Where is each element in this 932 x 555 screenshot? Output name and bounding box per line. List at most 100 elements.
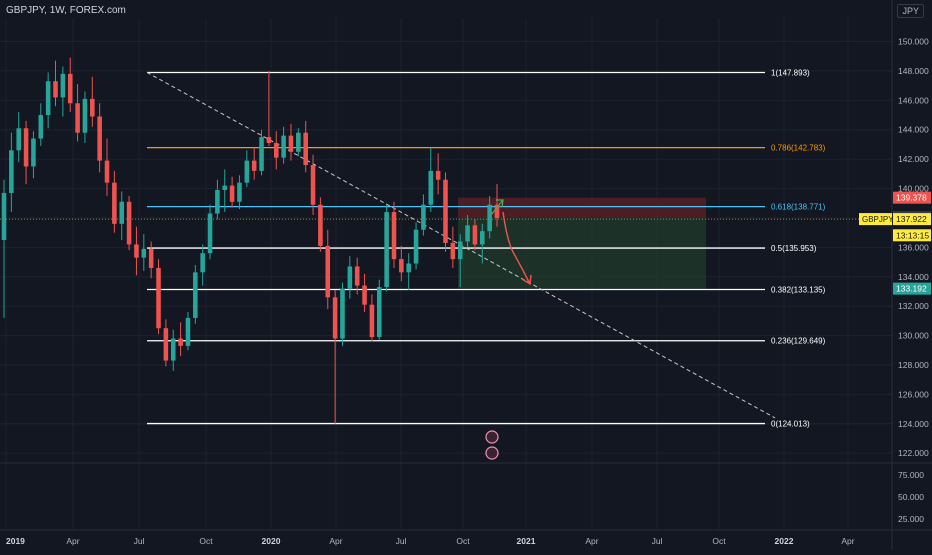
- candle-body: [200, 253, 205, 273]
- take-profit-zone: [458, 217, 706, 289]
- candle-body: [487, 204, 492, 232]
- y-tick-label-7: 136.000: [898, 242, 929, 252]
- candle-body: [325, 245, 331, 298]
- x-tick-label-2: Jul: [134, 536, 145, 546]
- candle-body: [435, 170, 441, 180]
- y-tick-label-0: 150.000: [898, 37, 929, 47]
- candle: [23, 120, 29, 185]
- candle-body: [97, 116, 102, 161]
- candle-body: [156, 267, 161, 329]
- candle-body: [428, 170, 434, 205]
- candle-body: [126, 201, 132, 245]
- candle: [450, 226, 456, 268]
- candle-body: [112, 182, 117, 224]
- candle: [487, 195, 492, 239]
- y-tick-label-5: 140.000: [898, 184, 929, 194]
- y-tick-label-2: 146.000: [898, 95, 929, 105]
- candle-body: [148, 248, 154, 268]
- y-tick-label-12: 126.000: [898, 389, 929, 399]
- x-tick-label-10: Jul: [652, 536, 663, 546]
- candle-body: [266, 137, 272, 143]
- candle: [1, 179, 7, 318]
- candle-body: [82, 98, 88, 133]
- candle: [97, 103, 102, 173]
- candle: [82, 91, 88, 143]
- candle: [325, 229, 331, 310]
- candle: [156, 259, 161, 335]
- candle: [332, 289, 338, 424]
- candle: [207, 204, 213, 260]
- y-tick-label-10: 130.000: [898, 331, 929, 341]
- y-tick-label-9: 132.000: [898, 301, 929, 311]
- red-arrow-head: [521, 274, 532, 286]
- candle: [229, 176, 235, 208]
- candle: [303, 120, 308, 173]
- candle: [494, 184, 500, 227]
- candle: [384, 204, 389, 292]
- candle: [90, 76, 95, 127]
- candle-body: [16, 128, 21, 151]
- price-badge-0: [893, 191, 931, 204]
- lower-pane-tick-2: 25.000: [898, 514, 924, 524]
- candle-body: [472, 225, 478, 245]
- candle: [126, 195, 132, 251]
- candle: [472, 219, 478, 251]
- candle: [67, 57, 73, 113]
- candle-body: [251, 160, 257, 171]
- fib-label-2: 0.618(138.771): [771, 203, 826, 212]
- candle: [9, 132, 14, 213]
- candle-body: [193, 272, 198, 318]
- candle-body: [119, 201, 125, 224]
- candle: [148, 241, 154, 279]
- candle-body: [259, 137, 264, 171]
- candle: [215, 179, 220, 220]
- y-tick-label-4: 142.000: [898, 154, 929, 164]
- candle-body: [347, 266, 353, 289]
- candle: [340, 282, 345, 346]
- candle: [31, 131, 36, 179]
- event-icon: [485, 430, 499, 444]
- candle-body: [332, 297, 338, 339]
- stop-loss-zone: [458, 197, 706, 218]
- candle: [104, 138, 110, 196]
- candle: [141, 234, 147, 271]
- candle: [465, 215, 470, 248]
- candle: [178, 322, 183, 357]
- x-tick-label-0: 2019: [6, 536, 25, 546]
- lower-pane-tick-0: 75.000: [898, 470, 924, 480]
- candle-body: [296, 132, 301, 152]
- candle-body: [310, 165, 316, 205]
- candle-body: [185, 317, 191, 346]
- candle-body: [229, 185, 235, 202]
- lower-pane-tick-1: 50.000: [898, 492, 924, 502]
- candle-body: [67, 73, 73, 104]
- candle-body: [207, 213, 213, 254]
- price-badge-label-3: 13:13:15: [896, 230, 929, 240]
- candle-body: [9, 150, 14, 193]
- price-badge-2: [893, 213, 931, 226]
- y-tick-label-1: 148.000: [898, 66, 929, 76]
- candle: [281, 126, 286, 164]
- candle: [376, 279, 382, 340]
- y-tick-label-3: 144.000: [898, 125, 929, 135]
- price-badge-label-4: 133.192: [896, 284, 927, 294]
- currency-badge[interactable]: JPY: [897, 4, 924, 18]
- candle-body: [384, 212, 389, 288]
- x-tick-label-3: Oct: [199, 536, 213, 546]
- candle: [185, 312, 191, 351]
- fib-label-3: 0.5(135.953): [771, 244, 817, 253]
- x-tick-label-8: 2021: [517, 536, 536, 546]
- candle-body: [222, 185, 228, 191]
- symbol-tag-label: GBPJPY: [862, 215, 894, 224]
- candle-body: [457, 241, 463, 260]
- fib-label-4: 0.382(133.135): [771, 285, 826, 294]
- candle-body: [1, 192, 7, 240]
- candle-body: [391, 212, 397, 260]
- candle-body: [443, 179, 448, 243]
- candle: [170, 329, 176, 371]
- candle-body: [480, 231, 485, 245]
- symbol-tag: [859, 213, 892, 226]
- x-tick-label-9: Apr: [585, 536, 598, 546]
